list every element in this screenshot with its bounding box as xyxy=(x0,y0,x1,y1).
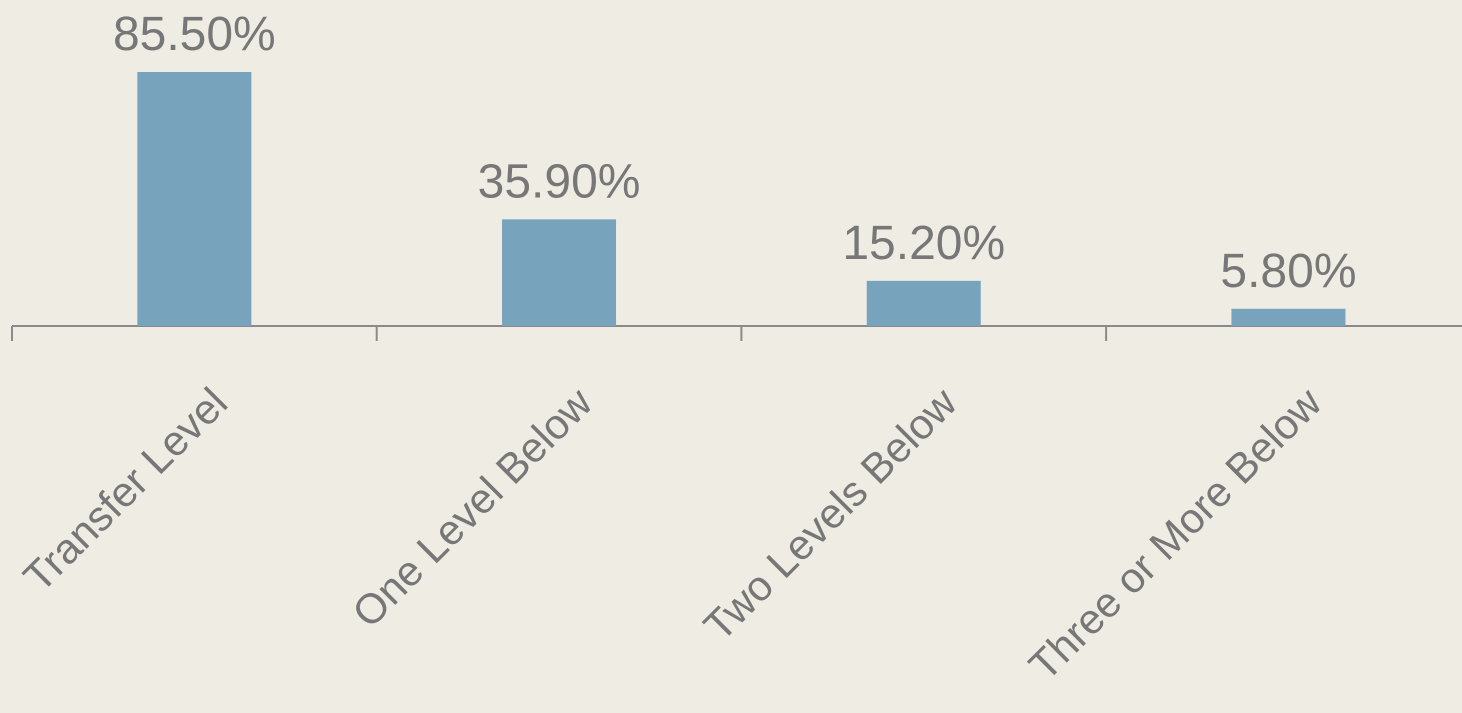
bar xyxy=(1231,308,1346,326)
bar xyxy=(502,219,617,326)
value-label: 15.20% xyxy=(842,217,1005,270)
bar xyxy=(866,280,981,326)
value-label: 35.90% xyxy=(478,155,641,208)
value-label: 85.50% xyxy=(113,8,276,61)
x-tick-label: Transfer Level xyxy=(14,379,236,601)
bar xyxy=(137,72,252,326)
x-tick-label: Three or More Below xyxy=(1020,378,1331,689)
x-tick-label: Two Levels Below xyxy=(695,378,966,649)
value-label: 5.80% xyxy=(1220,245,1356,298)
x-tick-label: One Level Below xyxy=(343,378,601,636)
